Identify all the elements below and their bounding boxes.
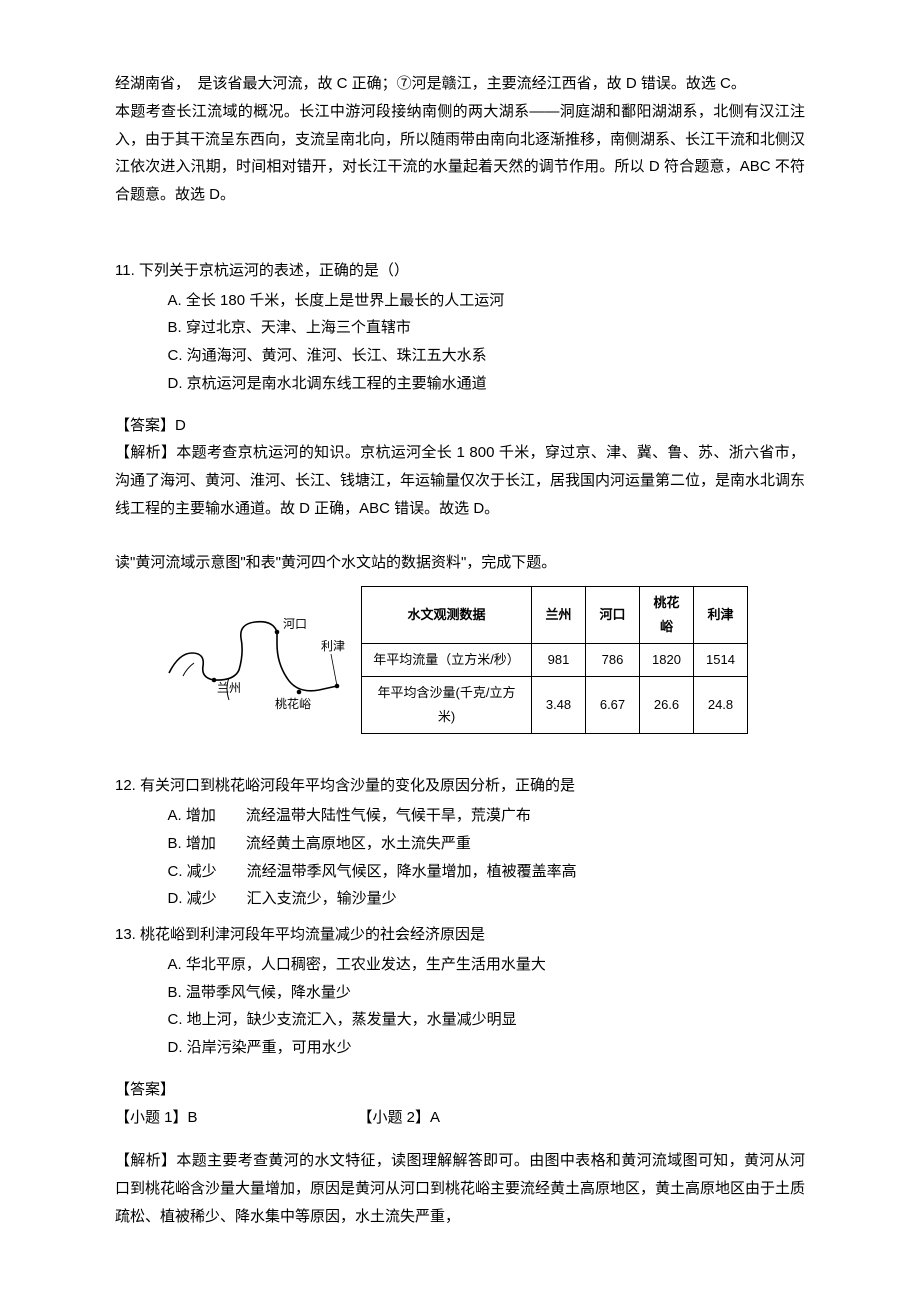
q11-opt-d: D. 京杭运河是南水北调东线工程的主要输水通道 <box>168 370 806 398</box>
q12-opt-a: A. 增加 流经温带大陆性气候，气候干旱，荒漠广布 <box>168 802 806 830</box>
map-label-taohuayu: 桃花峪 <box>275 696 311 711</box>
explain-2-label: 【解析】 <box>115 1152 176 1169</box>
intro-para-1: 经湖南省， 是该省最大河流，故 C 正确；⑦河是赣江，主要流经江西省，故 D 错… <box>115 70 805 98</box>
q12-number: 12. <box>115 777 136 794</box>
table-r1-c3: 1820 <box>640 644 694 677</box>
q11-explain-text: 本题考查京杭运河的知识。京杭运河全长 1 800 千米，穿过京、津、冀、鲁、苏、… <box>115 444 805 517</box>
table-r1-c2: 786 <box>586 644 640 677</box>
table-row: 年平均流量（立方米/秒） 981 786 1820 1514 <box>362 644 748 677</box>
q12-stem: 有关河口到桃花峪河段年平均含沙量的变化及原因分析，正确的是 <box>140 777 575 794</box>
table-r2-c3: 26.6 <box>640 677 694 734</box>
table-header-c2: 河口 <box>586 587 640 644</box>
table-r1-metric: 年平均流量（立方米/秒） <box>362 644 532 677</box>
q12-opt-c: C. 减少 流经温带季风气候区，降水量增加，植被覆盖率高 <box>168 858 806 886</box>
map-label-lijin: 利津 <box>321 639 345 653</box>
table-r1-c4: 1514 <box>694 644 748 677</box>
q13-stem-line: 13. 桃花峪到利津河段年平均流量减少的社会经济原因是 <box>115 921 805 949</box>
sub-answer-2: 【小题 2】A <box>358 1104 441 1132</box>
q12-opt-b: B. 增加 流经黄土高原地区，水土流失严重 <box>168 830 806 858</box>
q12-opt-d: D. 减少 汇入支流少，输沙量少 <box>168 885 806 913</box>
figure-intro: 读"黄河流域示意图"和表"黄河四个水文站的数据资料"，完成下题。 <box>115 549 805 577</box>
table-header-metric: 水文观测数据 <box>362 587 532 644</box>
sub-answers: 【小题 1】B 【小题 2】A <box>115 1104 805 1132</box>
q11-options: A. 全长 180 千米，长度上是世界上最长的人工运河 B. 穿过北京、天津、上… <box>115 287 805 398</box>
table-r2-c1: 3.48 <box>532 677 586 734</box>
explain-2-text: 本题主要考查黄河的水文特征，读图理解解答即可。由图中表格和黄河流域图可知，黄河从… <box>115 1152 805 1225</box>
q13-opt-a: A. 华北平原，人口稠密，工农业发达，生产生活用水量大 <box>168 951 806 979</box>
table-header-c4: 利津 <box>694 587 748 644</box>
table-r2-c2: 6.67 <box>586 677 640 734</box>
sub-answer-1: 【小题 1】B <box>115 1104 198 1132</box>
q13-number: 13. <box>115 926 136 943</box>
q11-opt-b: B. 穿过北京、天津、上海三个直辖市 <box>168 314 806 342</box>
table-header-c3: 桃花峪 <box>640 587 694 644</box>
q13-opt-c: C. 地上河，缺少支流汇入，蒸发量大，水量减少明显 <box>168 1006 806 1034</box>
map-label-hekou: 河口 <box>283 617 307 631</box>
map-label-lanzhou: 兰州 <box>217 681 241 695</box>
q11-explain: 【解析】本题考查京杭运河的知识。京杭运河全长 1 800 千米，穿过京、津、冀、… <box>115 439 805 522</box>
table-row: 年平均含沙量(千克/立方米) 3.48 6.67 26.6 24.8 <box>362 677 748 734</box>
q13-opt-d: D. 沿岸污染严重，可用水少 <box>168 1034 806 1062</box>
explain-2: 【解析】本题主要考查黄河的水文特征，读图理解解答即可。由图中表格和黄河流域图可知… <box>115 1147 805 1230</box>
answer-label: 【答案】 <box>115 1076 805 1104</box>
table-r2-c4: 24.8 <box>694 677 748 734</box>
q11-number: 11. <box>115 262 135 279</box>
figure-row: 河口 兰州 桃花峪 利津 水文观测数据 兰州 河口 桃花峪 利津 年平均流量（立… <box>159 586 805 734</box>
table-r2-metric: 年平均含沙量(千克/立方米) <box>362 677 532 734</box>
q11-opt-a: A. 全长 180 千米，长度上是世界上最长的人工运河 <box>168 287 806 315</box>
table-r1-c1: 981 <box>532 644 586 677</box>
explain-label: 【解析】 <box>115 444 176 461</box>
q12-options: A. 增加 流经温带大陆性气候，气候干旱，荒漠广布 B. 增加 流经黄土高原地区… <box>115 802 805 913</box>
hydrology-table: 水文观测数据 兰州 河口 桃花峪 利津 年平均流量（立方米/秒） 981 786… <box>361 586 748 734</box>
table-row: 水文观测数据 兰州 河口 桃花峪 利津 <box>362 587 748 644</box>
q12-stem-line: 12. 有关河口到桃花峪河段年平均含沙量的变化及原因分析，正确的是 <box>115 772 805 800</box>
q11-opt-c: C. 沟通海河、黄河、淮河、长江、珠江五大水系 <box>168 342 806 370</box>
intro-para-2: 本题考查长江流域的概况。长江中游河段接纳南侧的两大湖系——洞庭湖和鄱阳湖湖系，北… <box>115 98 805 209</box>
document-page: 经湖南省， 是该省最大河流，故 C 正确；⑦河是赣江，主要流经江西省，故 D 错… <box>0 0 920 1291</box>
table-header-c1: 兰州 <box>532 587 586 644</box>
q11-stem-line: 11. 下列关于京杭运河的表述，正确的是（） <box>115 257 805 285</box>
q11-answer: 【答案】D <box>115 412 805 440</box>
q11-stem: 下列关于京杭运河的表述，正确的是（） <box>139 262 409 279</box>
q13-stem: 桃花峪到利津河段年平均流量减少的社会经济原因是 <box>140 926 485 943</box>
yellow-river-map: 河口 兰州 桃花峪 利津 <box>159 608 349 713</box>
q13-options: A. 华北平原，人口稠密，工农业发达，生产生活用水量大 B. 温带季风气候，降水… <box>115 951 805 1062</box>
q13-opt-b: B. 温带季风气候，降水量少 <box>168 979 806 1007</box>
